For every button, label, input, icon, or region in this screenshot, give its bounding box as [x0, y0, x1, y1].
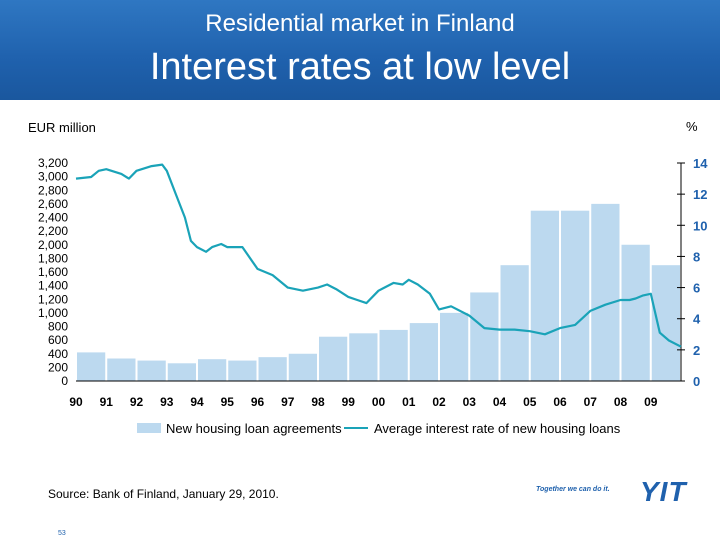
right-tick-label: 12 — [693, 187, 707, 202]
x-tick-label: 97 — [281, 395, 295, 409]
x-tick-label: 07 — [584, 395, 598, 409]
left-tick-label: 400 — [48, 347, 68, 361]
left-tick-label: 1,800 — [38, 251, 68, 265]
left-tick-label: 1,000 — [38, 306, 68, 320]
bar-series — [77, 203, 680, 381]
bar-1991 — [107, 358, 136, 381]
left-axis-unit-label: EUR million — [28, 120, 96, 135]
x-tick-label: 01 — [402, 395, 416, 409]
bar-2002 — [440, 312, 469, 381]
bar-2000 — [379, 329, 408, 381]
left-tick-label: 800 — [48, 320, 68, 334]
left-tick-label: 0 — [61, 374, 68, 388]
left-tick-label: 600 — [48, 333, 68, 347]
bar-1992 — [137, 360, 166, 381]
source-note: Source: Bank of Finland, January 29, 201… — [48, 487, 279, 501]
left-tick-label: 1,600 — [38, 265, 68, 279]
bar-2006 — [561, 210, 590, 381]
tick-labels: 02004006008001,0001,2001,4001,6001,8002,… — [38, 156, 708, 409]
x-tick-label: 92 — [130, 395, 144, 409]
left-tick-label: 2,800 — [38, 183, 68, 197]
bar-1990 — [77, 352, 106, 381]
left-tick-label: 3,000 — [38, 170, 68, 184]
combo-chart: 02004006008001,0001,2001,4001,6001,8002,… — [38, 156, 708, 409]
bar-1998 — [319, 336, 348, 381]
bar-2003 — [470, 292, 499, 381]
x-tick-label: 05 — [523, 395, 537, 409]
left-tick-label: 2,200 — [38, 224, 68, 238]
left-tick-label: 2,600 — [38, 197, 68, 211]
x-tick-label: 96 — [251, 395, 265, 409]
bar-2009 — [651, 265, 680, 381]
bar-1999 — [349, 333, 378, 381]
right-tick-label: 6 — [693, 281, 700, 296]
legend-label-loan-agreements: New housing loan agreements — [166, 421, 342, 436]
right-tick-label: 8 — [693, 249, 700, 264]
left-tick-label: 1,400 — [38, 279, 68, 293]
right-tick-label: 4 — [693, 312, 701, 327]
x-tick-label: 04 — [493, 395, 507, 409]
bar-2007 — [591, 203, 620, 381]
x-tick-label: 00 — [372, 395, 386, 409]
right-tick-label: 10 — [693, 218, 707, 233]
slide-supertitle: Residential market in Finland — [205, 10, 515, 37]
left-tick-label: 1,200 — [38, 292, 68, 306]
bar-1993 — [167, 363, 196, 381]
legend-swatch-line — [344, 427, 368, 429]
slide-header: Residential market in Finland Interest r… — [0, 0, 720, 100]
bar-1997 — [288, 353, 317, 381]
x-tick-label: 91 — [100, 395, 114, 409]
bar-1995 — [228, 360, 257, 381]
logo-tagline: Together we can do it. — [536, 486, 610, 493]
left-tick-label: 2,000 — [38, 238, 68, 252]
x-tick-label: 99 — [342, 395, 356, 409]
bar-2005 — [530, 210, 559, 381]
bar-2008 — [621, 244, 650, 381]
bar-2001 — [409, 323, 438, 381]
x-tick-label: 03 — [463, 395, 477, 409]
x-tick-label: 09 — [644, 395, 658, 409]
yit-logo: Together we can do it. YIT — [536, 476, 706, 507]
bar-1994 — [198, 359, 227, 381]
x-tick-label: 94 — [190, 395, 204, 409]
left-tick-label: 200 — [48, 360, 68, 374]
slide-title: Interest rates at low level — [149, 46, 571, 88]
x-tick-label: 06 — [553, 395, 567, 409]
x-tick-label: 93 — [160, 395, 174, 409]
right-tick-label: 0 — [693, 374, 700, 389]
bar-2004 — [500, 265, 529, 381]
right-tick-label: 14 — [693, 156, 708, 171]
x-tick-label: 08 — [614, 395, 628, 409]
legend-swatch-bars — [137, 423, 161, 433]
bar-1996 — [258, 357, 287, 381]
x-tick-label: 90 — [69, 395, 83, 409]
left-tick-label: 3,200 — [38, 156, 68, 170]
x-tick-label: 95 — [221, 395, 235, 409]
right-axis-unit-label: % — [686, 119, 698, 134]
chart-axes — [76, 162, 685, 382]
right-tick-label: 2 — [693, 343, 700, 358]
left-tick-label: 2,400 — [38, 211, 68, 225]
line-series — [75, 163, 682, 348]
interest-rate-line — [75, 163, 682, 348]
logo-mark: YIT — [640, 476, 687, 507]
legend-label-interest-rate: Average interest rate of new housing loa… — [374, 421, 621, 436]
page-number: 53 — [58, 530, 66, 537]
x-tick-label: 02 — [432, 395, 446, 409]
x-tick-label: 98 — [311, 395, 325, 409]
